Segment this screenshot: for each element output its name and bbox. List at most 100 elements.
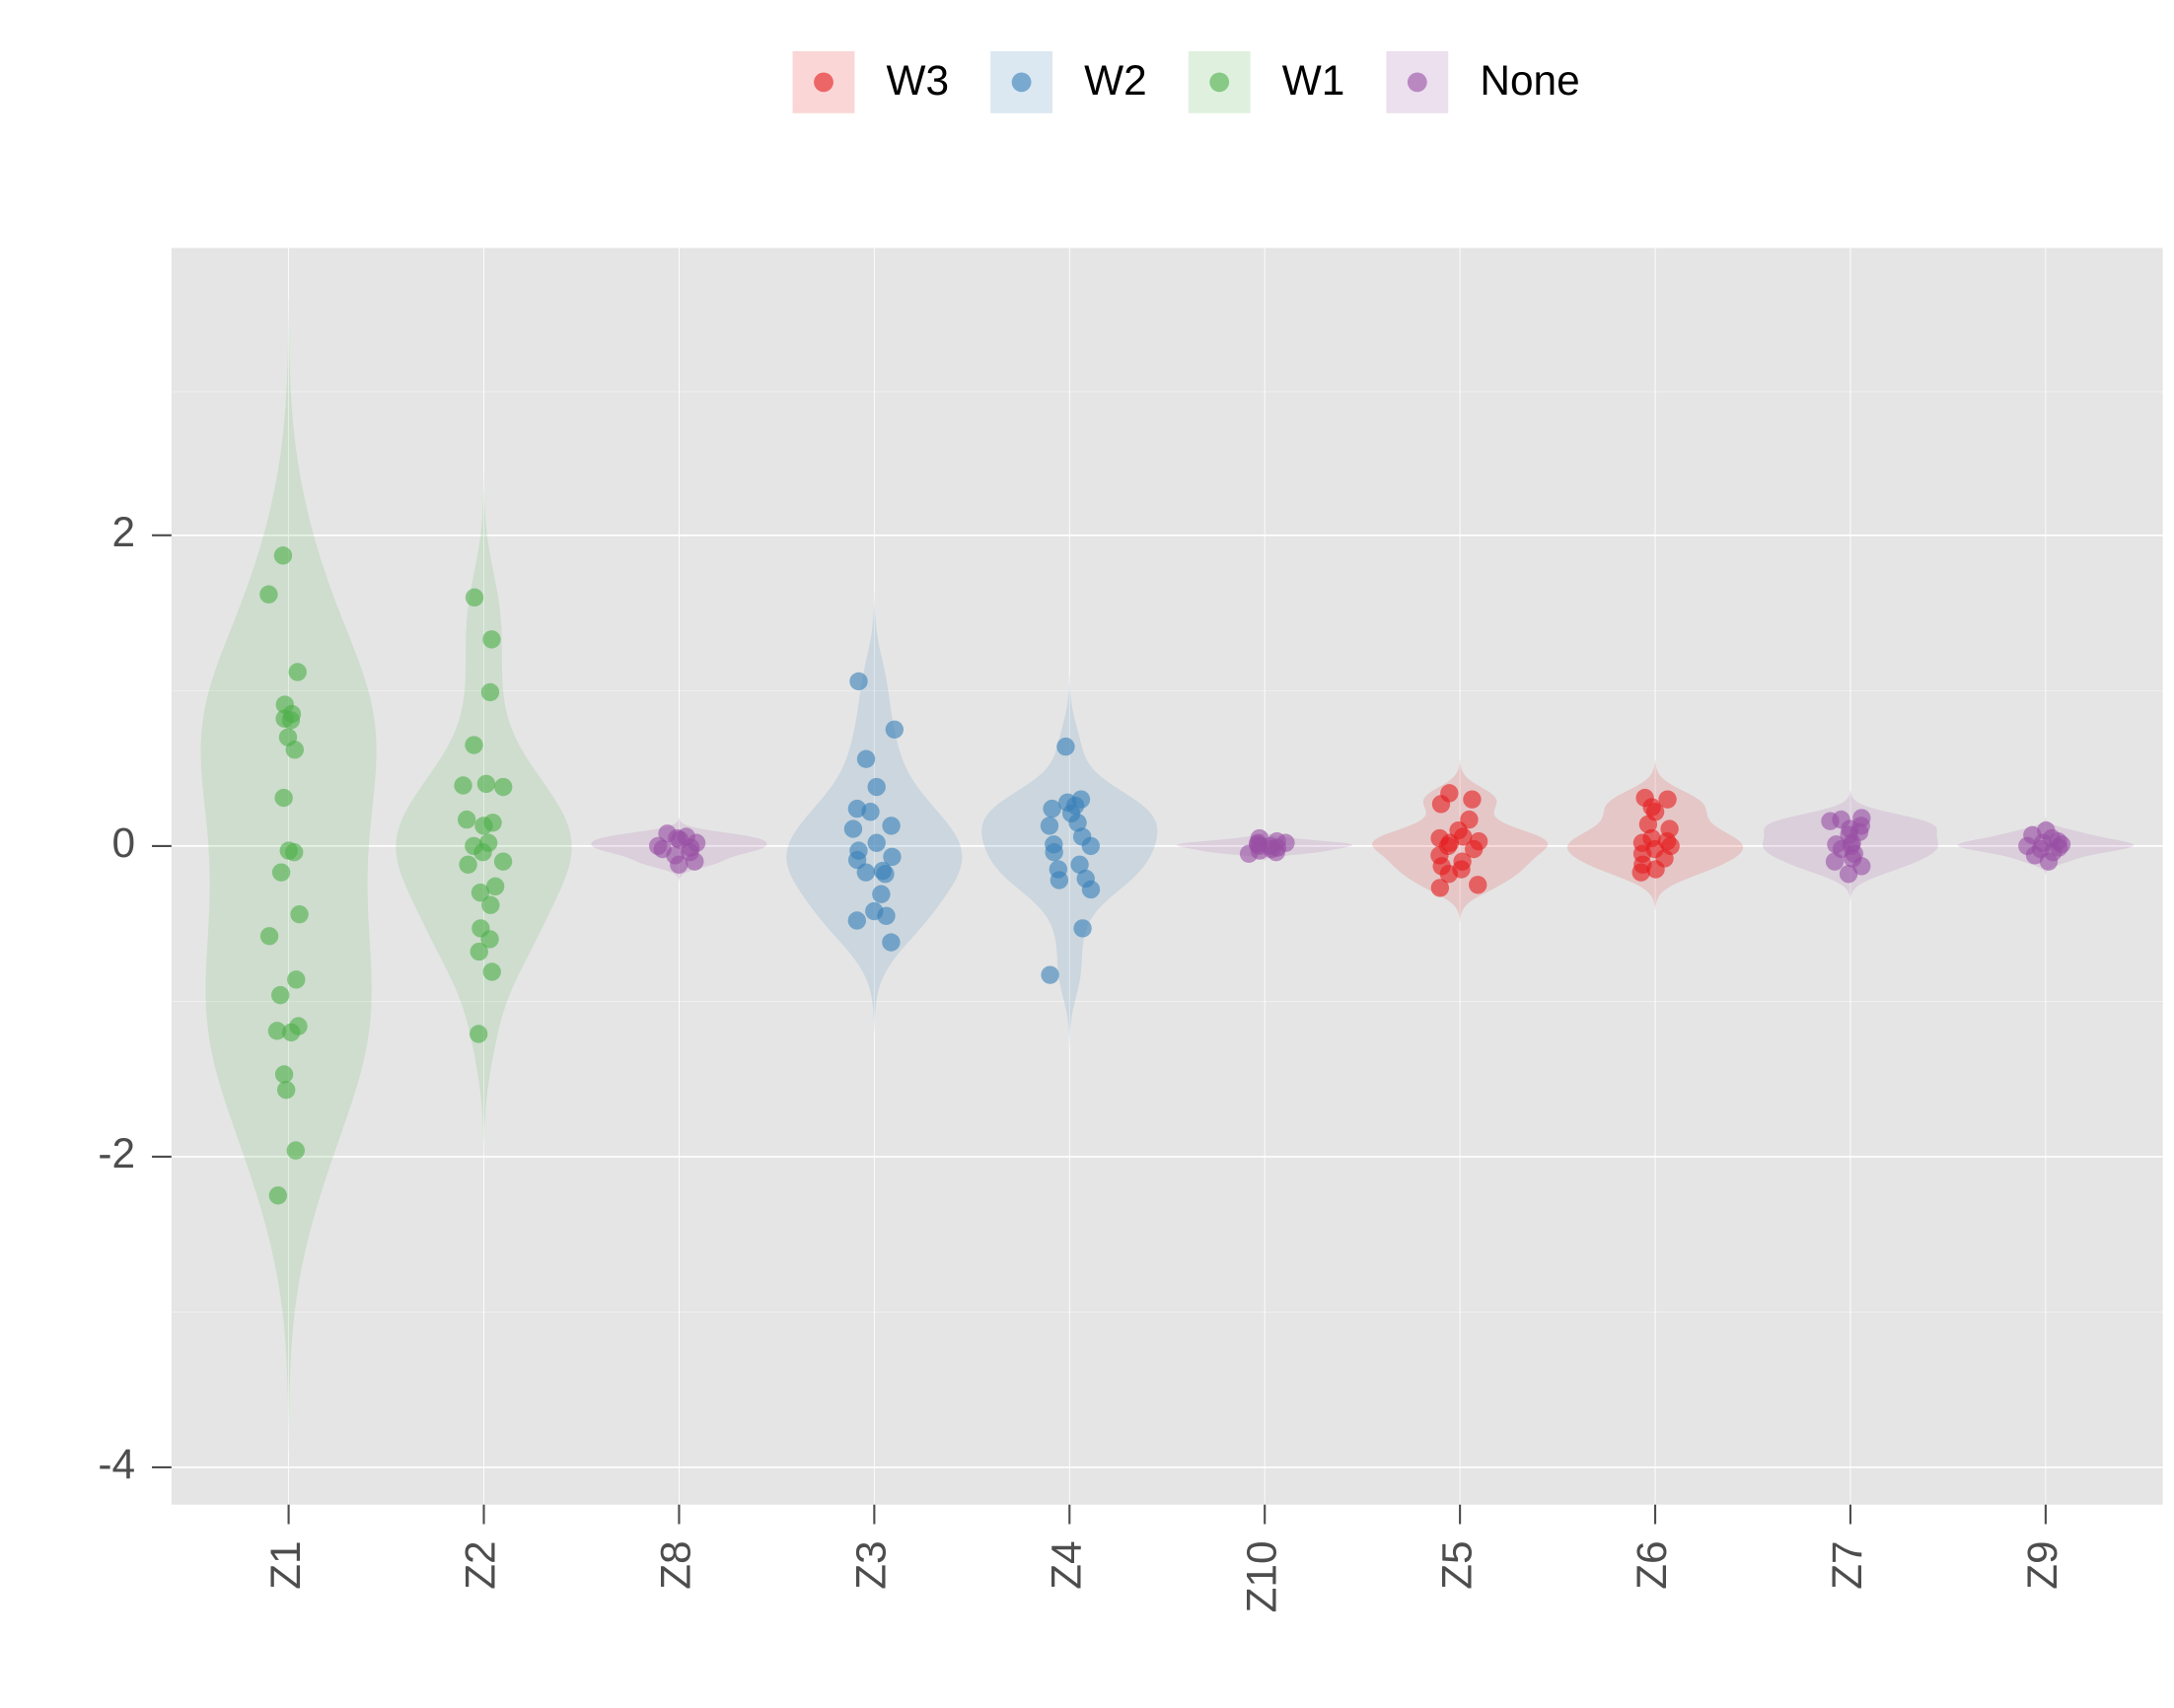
- point: [1821, 812, 1840, 830]
- point: [267, 1022, 287, 1040]
- x-tick-label: Z3: [848, 1540, 895, 1589]
- point: [285, 741, 304, 759]
- point: [1239, 844, 1259, 863]
- point: [457, 810, 476, 829]
- point: [274, 1065, 294, 1084]
- point: [1070, 855, 1089, 874]
- point: [1825, 852, 1845, 871]
- point: [469, 1025, 488, 1043]
- point: [276, 1081, 296, 1100]
- point: [473, 843, 492, 862]
- point: [883, 847, 902, 867]
- point: [454, 776, 472, 795]
- point: [1430, 879, 1450, 897]
- point: [847, 911, 867, 930]
- point: [465, 736, 483, 754]
- legend-dot: [1407, 72, 1427, 93]
- point: [872, 885, 891, 903]
- x-tick-label: Z9: [2019, 1540, 2065, 1589]
- point: [1431, 795, 1451, 814]
- point: [861, 803, 880, 821]
- point: [284, 843, 304, 862]
- legend-label: None: [1480, 57, 1579, 104]
- point: [1658, 790, 1677, 809]
- point: [1050, 871, 1069, 890]
- point: [465, 588, 484, 607]
- point: [1852, 857, 1871, 876]
- point: [259, 927, 279, 946]
- point: [273, 546, 293, 565]
- point: [1041, 965, 1059, 984]
- point: [485, 877, 505, 896]
- point: [1839, 865, 1858, 884]
- point: [480, 930, 499, 949]
- point: [670, 855, 688, 874]
- point: [1068, 814, 1087, 832]
- x-tick-label: Z2: [458, 1540, 504, 1589]
- point: [1081, 880, 1101, 899]
- legend-dot: [1209, 72, 1230, 93]
- y-tick-label: 2: [112, 509, 136, 555]
- point: [494, 777, 513, 797]
- point: [849, 672, 868, 691]
- marks: [200, 300, 2134, 1452]
- point: [1469, 876, 1487, 894]
- point: [1439, 865, 1459, 884]
- point: [1638, 815, 1658, 834]
- legend-label: W2: [1084, 57, 1147, 104]
- point: [459, 855, 477, 874]
- point: [476, 774, 496, 794]
- point: [1081, 836, 1100, 856]
- point: [867, 833, 886, 852]
- point: [471, 883, 490, 902]
- legend-dot: [1011, 72, 1032, 93]
- point: [1045, 843, 1063, 862]
- point: [271, 863, 291, 882]
- point: [290, 905, 309, 924]
- point: [843, 819, 863, 838]
- point: [274, 788, 293, 808]
- point: [1464, 839, 1484, 859]
- point: [288, 663, 307, 681]
- point: [286, 1141, 306, 1160]
- point: [856, 863, 875, 882]
- point: [470, 942, 488, 961]
- x-tick-label: Z8: [653, 1540, 699, 1589]
- x-tick-label: Z4: [1043, 1540, 1089, 1589]
- point: [493, 852, 513, 871]
- legend-dot: [814, 72, 833, 93]
- point: [281, 1023, 301, 1042]
- point: [2039, 852, 2059, 871]
- point: [271, 985, 290, 1005]
- x-tick-label: Z5: [1433, 1540, 1480, 1589]
- violin: [981, 674, 1158, 1048]
- point: [1056, 737, 1075, 756]
- point: [1073, 919, 1092, 938]
- legend-label: W1: [1282, 57, 1345, 104]
- point: [1631, 863, 1650, 882]
- point: [867, 777, 886, 797]
- x-tick-label: Z10: [1238, 1540, 1284, 1612]
- point: [259, 585, 278, 604]
- point: [2025, 846, 2045, 865]
- point: [1646, 860, 1665, 879]
- point: [885, 720, 905, 739]
- point: [1267, 843, 1285, 862]
- point: [481, 895, 500, 914]
- point: [474, 817, 493, 835]
- y-tick-label: -2: [98, 1130, 135, 1176]
- point: [882, 817, 901, 835]
- point: [480, 682, 500, 702]
- point: [1463, 790, 1482, 809]
- point: [268, 1186, 288, 1205]
- point: [1043, 799, 1061, 818]
- y-tick-label: 0: [112, 819, 136, 866]
- y-tick-label: -4: [98, 1441, 135, 1487]
- point: [876, 865, 895, 884]
- axes: -4 -2 0 2 Z1 Z2 Z8 Z3 Z4 Z10 Z5 Z6 Z7 Z9: [98, 509, 2065, 1612]
- legend-label: W3: [887, 57, 950, 104]
- point: [877, 906, 896, 925]
- legend: W3 W2 W1 None: [790, 48, 1580, 115]
- point: [482, 630, 501, 649]
